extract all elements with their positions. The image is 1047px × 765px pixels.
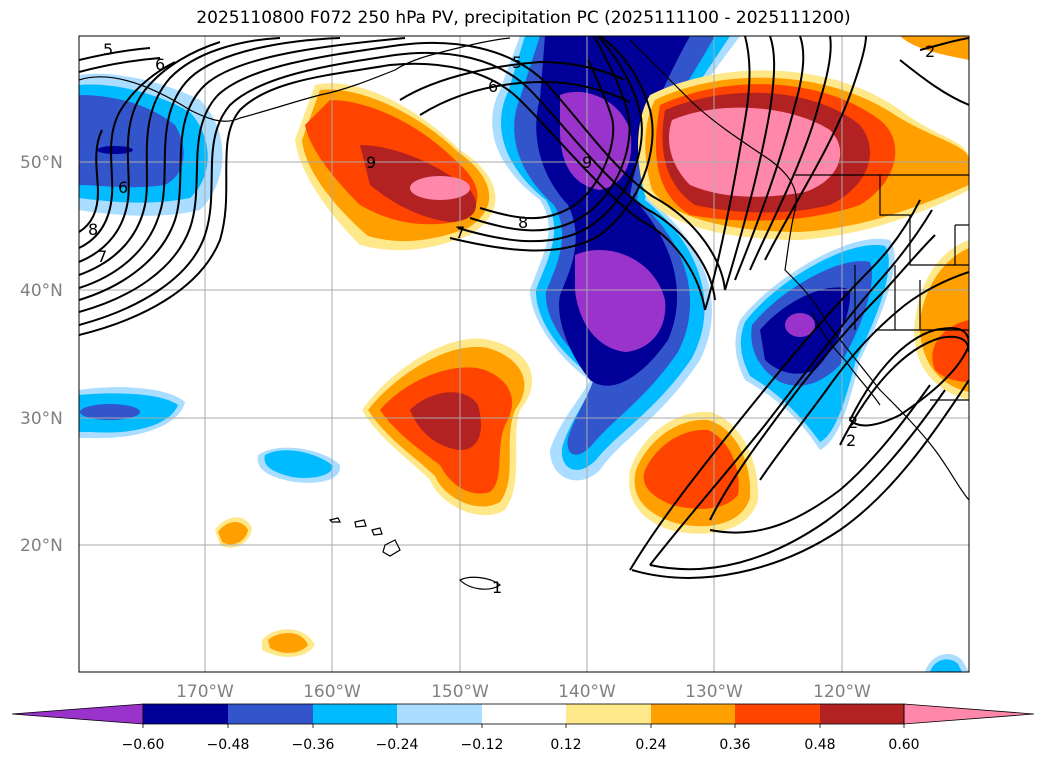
contour-label: 7 [97,247,107,266]
precipitation-shading [79,36,969,672]
lon-label-120w: 120°W [813,682,871,702]
colorbar-segment [143,704,228,724]
lon-label-140w: 140°W [558,682,616,702]
colorbar-segment [566,704,651,724]
contour-labels: 5 6 6 7 8 5 6 8 9 9 7 2 2 2 1 [88,40,935,597]
latitude-axis: 50°N 40°N 30°N 20°N [20,153,63,556]
colorbar-segment [735,704,820,724]
lon-label-160w: 160°W [303,682,361,702]
colorbar-tick-label: −0.36 [292,737,335,753]
colorbar-extend-high [903,703,1035,725]
contour-label: 6 [155,55,165,74]
colorbar-segment [482,704,566,724]
colorbar-frame [142,703,905,725]
coastlines [79,37,969,590]
contour-label: 2 [846,431,856,450]
colorbar-tick-label: −0.12 [461,737,504,753]
contour-label: 9 [582,153,592,172]
contour-label: 8 [518,213,528,232]
graticule [79,36,969,672]
map-frame [78,35,970,673]
lat-label-40n: 40°N [20,281,63,301]
contour-label: 2 [925,42,935,61]
lat-label-30n: 30°N [20,409,63,429]
contour-label: 5 [103,40,113,59]
contour-label: 2 [848,413,858,432]
colorbar-segment [397,704,482,724]
lon-label-170w: 170°W [176,682,234,702]
colorbar-tick-label: 0.24 [635,737,666,753]
pv-contours [79,36,969,579]
colorbar-tick-label: 0.36 [719,737,750,753]
lat-label-50n: 50°N [20,153,63,173]
colorbar-tick-label: −0.60 [122,737,165,753]
contour-label: 7 [455,223,465,242]
colorbar-tick-label: −0.48 [207,737,250,753]
contour-label: 9 [366,153,376,172]
lat-label-20n: 20°N [20,536,63,556]
colorbar-segment [651,704,735,724]
colorbar-segment [313,704,397,724]
colorbar-segment [820,704,904,724]
colorbar-extend-low [11,703,144,725]
contour-label: 5 [512,53,522,72]
longitude-axis: 170°W 160°W 150°W 140°W 130°W 120°W [176,682,871,702]
colorbar-segment [228,704,313,724]
colorbar-tick-label: −0.24 [376,737,419,753]
lon-label-130w: 130°W [685,682,743,702]
map-title: 2025110800 F072 250 hPa PV, precipitatio… [196,8,851,28]
contour-label: 8 [88,220,98,239]
colorbar-tick-label: 0.48 [804,737,835,753]
contour-label: 1 [492,578,502,597]
contour-label: 6 [118,178,128,197]
colorbar: −0.60 −0.48 −0.36 −0.24 −0.12 0.12 0.24 … [11,703,1035,753]
contour-label: 6 [488,77,498,96]
colorbar-tick-label: 0.12 [550,737,581,753]
colorbar-tick-label: 0.60 [888,737,919,753]
lon-label-150w: 150°W [431,682,489,702]
